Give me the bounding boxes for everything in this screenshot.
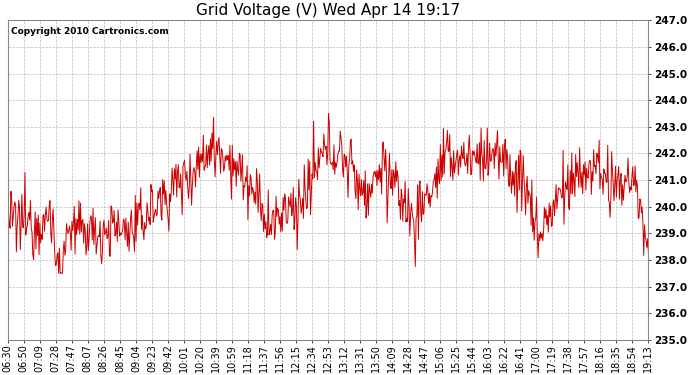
Text: Copyright 2010 Cartronics.com: Copyright 2010 Cartronics.com bbox=[11, 27, 169, 36]
Title: Grid Voltage (V) Wed Apr 14 19:17: Grid Voltage (V) Wed Apr 14 19:17 bbox=[196, 3, 460, 18]
